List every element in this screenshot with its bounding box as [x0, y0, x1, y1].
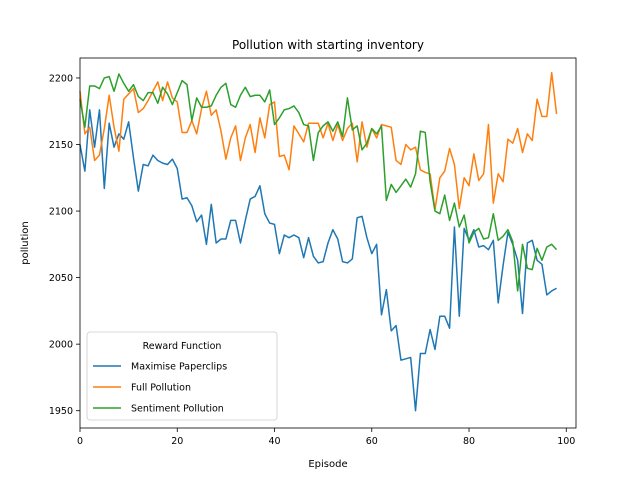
x-tick-label: 40 — [268, 436, 280, 447]
series-line-maximise-paperclips — [79, 109, 557, 412]
legend-label: Maximise Paperclips — [131, 362, 227, 373]
axes-frame — [79, 57, 577, 429]
x-tick-label: 20 — [171, 436, 183, 447]
legend-title: Reward Function — [143, 341, 222, 352]
y-tick-label: 2200 — [49, 73, 73, 84]
y-tick-label: 2100 — [49, 207, 73, 218]
x-tick-label: 60 — [366, 436, 378, 447]
x-tick-label: 80 — [463, 436, 475, 447]
legend-box — [86, 331, 278, 421]
x-axis-label: Episode — [308, 459, 347, 470]
x-tick-label: 0 — [77, 436, 83, 447]
y-tick-label: 2050 — [49, 273, 73, 284]
chart-title: Pollution with starting inventory — [232, 38, 424, 52]
legend-label: Full Pollution — [131, 383, 191, 394]
legend-label: Sentiment Pollution — [131, 404, 224, 415]
x-tick-label: 100 — [557, 436, 575, 447]
series-line-sentiment-pollution — [79, 73, 558, 292]
x-axis: 0 20 40 60 80 100 — [77, 428, 575, 447]
y-axis: 1950 2000 2050 2100 2150 2200 — [49, 73, 80, 417]
legend-items: Maximise Paperclips Full Pollution Sentime… — [93, 362, 227, 415]
series-line-full-pollution — [79, 71, 558, 211]
y-tick-label: 1950 — [49, 406, 73, 417]
y-axis-label: pollution — [20, 221, 31, 265]
plot-area: 0 20 40 60 80 100 1950 2000 2050 2100 2150 2200 — [49, 57, 577, 447]
y-tick-label: 2150 — [49, 140, 73, 151]
y-tick-label: 2000 — [49, 340, 73, 351]
series-layer — [79, 71, 558, 412]
legend: Reward Function Maximise Paperclips Full … — [86, 331, 278, 421]
